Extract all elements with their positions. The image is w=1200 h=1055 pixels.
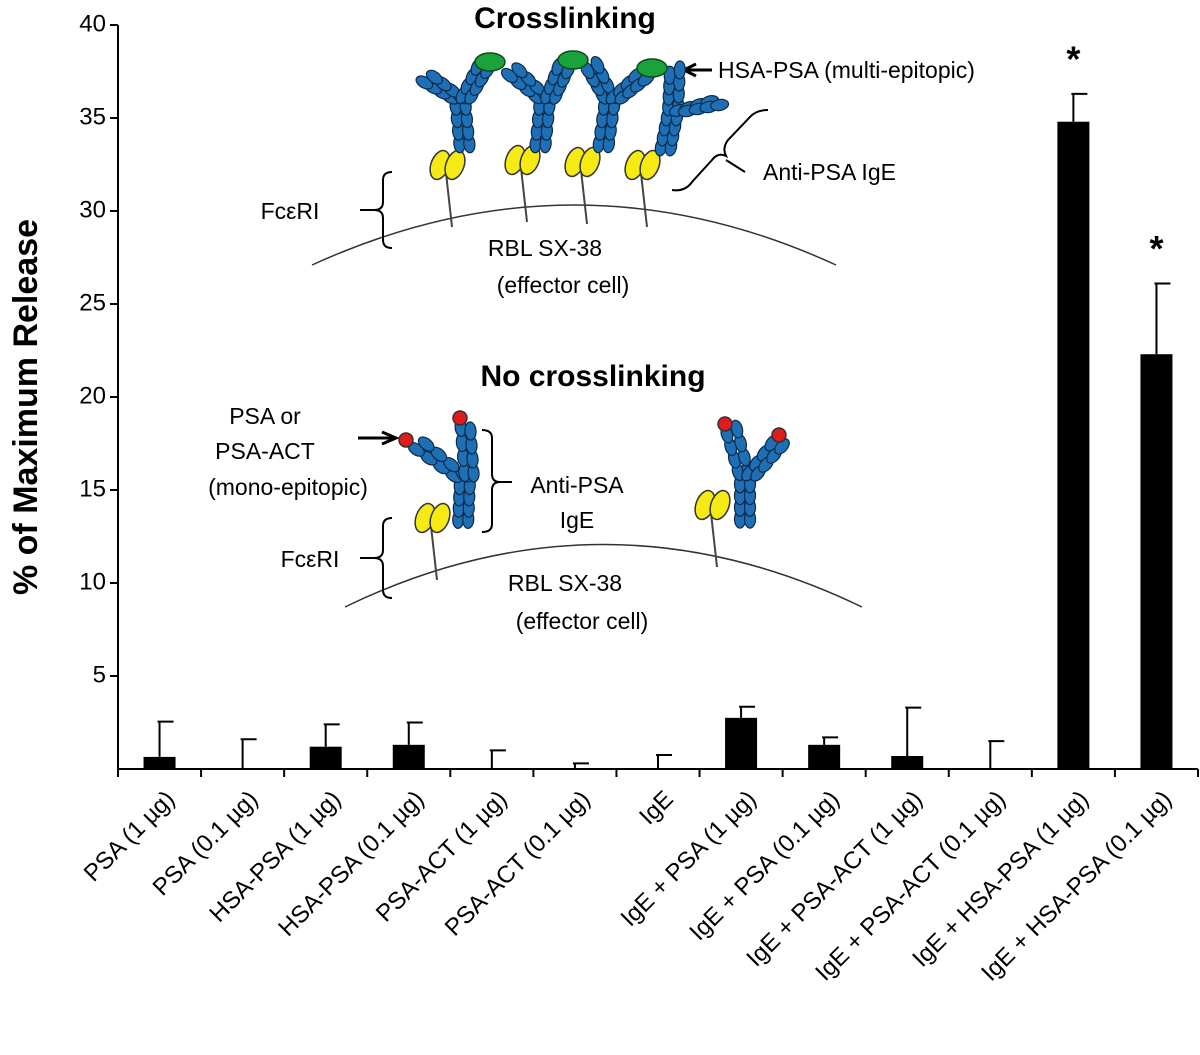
- bar: [392, 744, 425, 769]
- y-tick-label: 10: [79, 568, 106, 595]
- inset-label: (effector cell): [516, 608, 649, 634]
- inset-label: IgE: [560, 507, 595, 533]
- receptor-stem: [430, 525, 438, 581]
- cell-membrane: [311, 204, 837, 266]
- x-tick-label: IgE: [634, 786, 679, 831]
- bar: [309, 746, 342, 769]
- error-bar: [489, 749, 506, 769]
- inset-label: PSA or: [229, 403, 301, 429]
- receptor-stem: [580, 169, 588, 225]
- significance-marker: *: [1066, 38, 1080, 79]
- antibody-domain: [417, 436, 435, 452]
- y-tick-label: 5: [93, 661, 106, 688]
- receptor-stem: [520, 167, 528, 223]
- error-bar: [240, 738, 257, 769]
- inset-label: FcεRI: [281, 546, 340, 572]
- antigen: [771, 427, 787, 443]
- error-bar: [656, 754, 672, 769]
- receptor: [429, 502, 451, 534]
- antibody-domain: [464, 421, 477, 441]
- brace: [671, 109, 769, 192]
- antigen: [636, 58, 668, 78]
- antibody-domain: [730, 419, 744, 439]
- error-bar: [323, 723, 340, 747]
- bar: [891, 755, 924, 769]
- cell-membrane: [344, 543, 863, 608]
- receptor-stem: [710, 512, 718, 568]
- error-bar: [1071, 92, 1088, 122]
- brace: [481, 429, 512, 533]
- antigen: [398, 432, 414, 448]
- y-tick-label: 35: [79, 103, 106, 130]
- inset-label: PSA-ACT: [215, 438, 315, 464]
- error-bar: [1154, 282, 1171, 355]
- y-tick-label: 40: [79, 10, 106, 37]
- bar: [725, 717, 758, 769]
- receptor-stem: [445, 172, 453, 228]
- y-tick-label: 20: [79, 382, 106, 409]
- antigen: [474, 52, 506, 72]
- error-bar: [572, 762, 589, 769]
- x-tick-label: HSA-PSA (0.1 µg): [273, 786, 429, 942]
- inset-label: Anti-PSA: [530, 472, 624, 498]
- error-bar: [406, 721, 423, 745]
- arrow: [680, 62, 712, 78]
- antibody-domain: [590, 55, 605, 75]
- y-axis-label: % of Maximum Release: [7, 219, 45, 595]
- y-tick-label: 15: [79, 475, 106, 502]
- bar: [143, 756, 176, 769]
- error-bar: [988, 740, 1005, 769]
- x-tick-label: PSA-ACT (0.1 µg): [440, 786, 596, 942]
- significance-marker: *: [1149, 228, 1163, 269]
- antigen: [557, 50, 589, 70]
- inset-label: FcεRI: [261, 198, 320, 224]
- inset-label: (mono-epitopic): [208, 474, 368, 500]
- antibody-domain: [425, 69, 443, 85]
- y-tick-label: 30: [79, 196, 106, 223]
- antibody-domain: [710, 98, 730, 112]
- bar: [1140, 354, 1173, 769]
- error-bar: [822, 736, 839, 745]
- inset-label: RBL SX-38: [508, 570, 622, 596]
- arrow: [358, 430, 400, 446]
- receptor-stem: [640, 172, 648, 228]
- inset-diagram: [311, 50, 863, 608]
- inset-label: RBL SX-38: [488, 235, 602, 261]
- antibody-domain: [673, 60, 686, 80]
- brace: [360, 171, 393, 249]
- y-tick-label: 25: [79, 289, 106, 316]
- inset-label: (effector cell): [497, 272, 630, 298]
- inset-label: HSA-PSA (multi-epitopic): [718, 57, 975, 83]
- receptor: [709, 489, 731, 521]
- inset-label: Crosslinking: [474, 2, 656, 35]
- antigen: [717, 416, 733, 432]
- x-tick-label: IgE + PSA (0.1 µg): [684, 786, 844, 946]
- error-bar: [905, 706, 922, 756]
- inset-label: No crosslinking: [480, 360, 705, 393]
- bar: [808, 744, 841, 769]
- brace: [360, 517, 393, 599]
- inset-label: Anti-PSA IgE: [763, 159, 896, 185]
- error-bar: [739, 705, 756, 718]
- antibody-domain: [511, 62, 528, 79]
- error-bar: [157, 720, 174, 757]
- bar: [1057, 121, 1090, 770]
- antigen: [452, 410, 468, 426]
